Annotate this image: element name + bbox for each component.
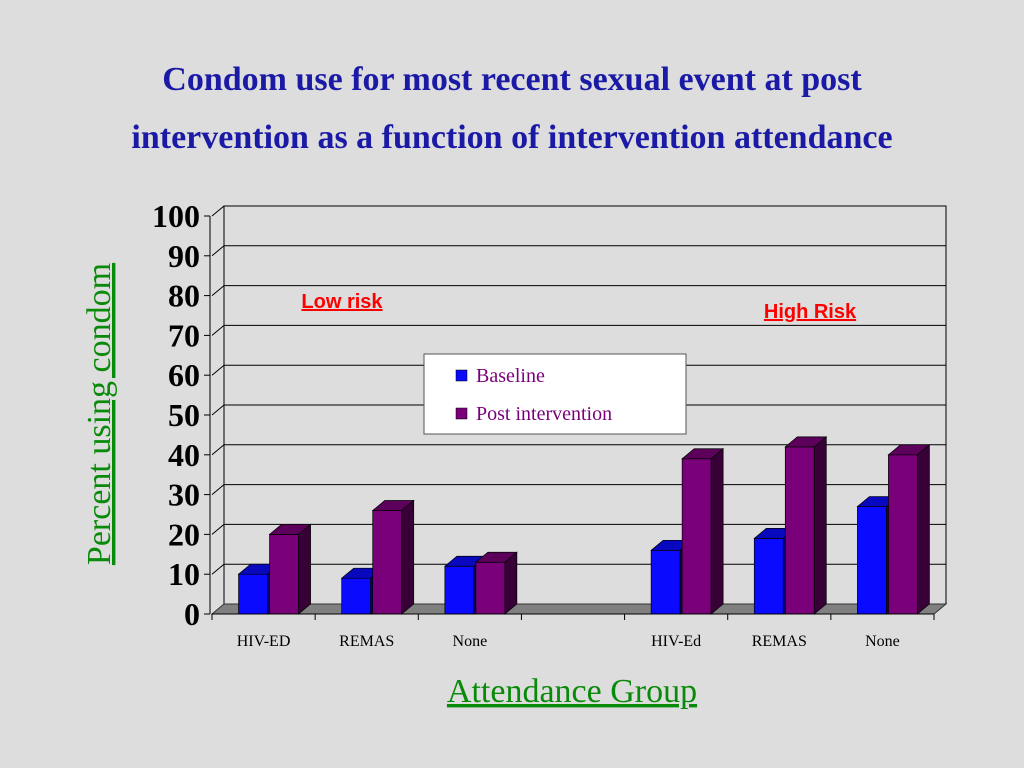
gridline-side: [211, 205, 225, 217]
gridline-side: [211, 444, 225, 456]
chart-title-line-1: Condom use for most recent sexual event …: [162, 61, 862, 98]
gridline-side: [211, 325, 225, 336]
legend-swatch-post-intervention: [455, 407, 468, 420]
bar-front: [341, 577, 372, 615]
annotation-low-risk: Low risk: [301, 291, 383, 313]
y-tick-label: 60: [168, 357, 200, 393]
bar-post-intervention-2: [474, 551, 518, 615]
y-tick-label: 80: [168, 278, 200, 314]
chart-title-line-2: intervention as a function of interventi…: [131, 119, 892, 156]
x-tick-label: REMAS: [339, 633, 394, 650]
bars: [237, 436, 931, 615]
x-tick-label: None: [453, 633, 488, 650]
bar-front: [238, 573, 268, 615]
y-tick-label: 50: [168, 397, 200, 433]
x-tick-label: HIV-ED: [237, 633, 291, 650]
bar-front: [681, 458, 712, 615]
legend-label-baseline: Baseline: [476, 365, 545, 387]
y-axis-label: Percent using condom: [81, 263, 118, 565]
gridline-side: [211, 484, 225, 495]
legend-swatch-baseline: [455, 369, 468, 382]
gridline-side: [211, 524, 225, 535]
y-tick-label: 70: [168, 317, 200, 353]
x-tick-label: HIV-Ed: [651, 633, 701, 650]
y-tick-label: 90: [168, 238, 200, 274]
x-tick-label: None: [865, 633, 900, 650]
bar-front: [857, 506, 887, 615]
x-axis-label: Attendance Group: [447, 673, 697, 710]
bar-front: [269, 534, 299, 615]
bar-front: [753, 538, 784, 615]
x-tick-label: REMAS: [752, 633, 807, 650]
bar-front: [475, 561, 506, 615]
annotation-high-risk: High Risk: [764, 301, 857, 323]
bar-post-intervention-6: [887, 444, 931, 615]
bar-front: [372, 510, 403, 615]
bar-side: [813, 436, 827, 615]
bar-front: [650, 549, 681, 615]
bar-side: [917, 444, 930, 615]
bar-post-intervention-0: [268, 523, 312, 615]
bar-side: [504, 551, 518, 615]
y-tick-label: 0: [184, 596, 200, 632]
y-tick-label: 30: [168, 477, 200, 513]
x-axis: HIV-ED REMAS None HIV-Ed REMAS None: [211, 613, 935, 650]
y-tick-label: 10: [168, 556, 200, 592]
bar-side: [298, 523, 311, 615]
bar-post-intervention-1: [371, 499, 415, 615]
gridline-side: [211, 404, 225, 416]
bar-front: [784, 446, 815, 615]
bar-front: [444, 565, 475, 615]
bar-side: [401, 499, 415, 615]
bar-post-intervention-5: [784, 436, 828, 615]
y-tick-label: 40: [168, 437, 200, 473]
legend: Baseline Post intervention: [423, 353, 687, 435]
gridline-side: [211, 245, 225, 257]
bar-post-intervention-4: [681, 448, 725, 615]
bar-front: [888, 454, 918, 615]
y-tick-label: 20: [168, 516, 200, 552]
gridline-side: [211, 563, 225, 575]
legend-label-post-intervention: Post intervention: [476, 403, 612, 425]
y-tick-label: 100: [152, 198, 200, 234]
floor: [210, 603, 948, 615]
gridline-side: [211, 364, 225, 376]
bar-side: [710, 448, 724, 615]
legend-box: [423, 353, 687, 435]
gridline-side: [211, 285, 225, 296]
